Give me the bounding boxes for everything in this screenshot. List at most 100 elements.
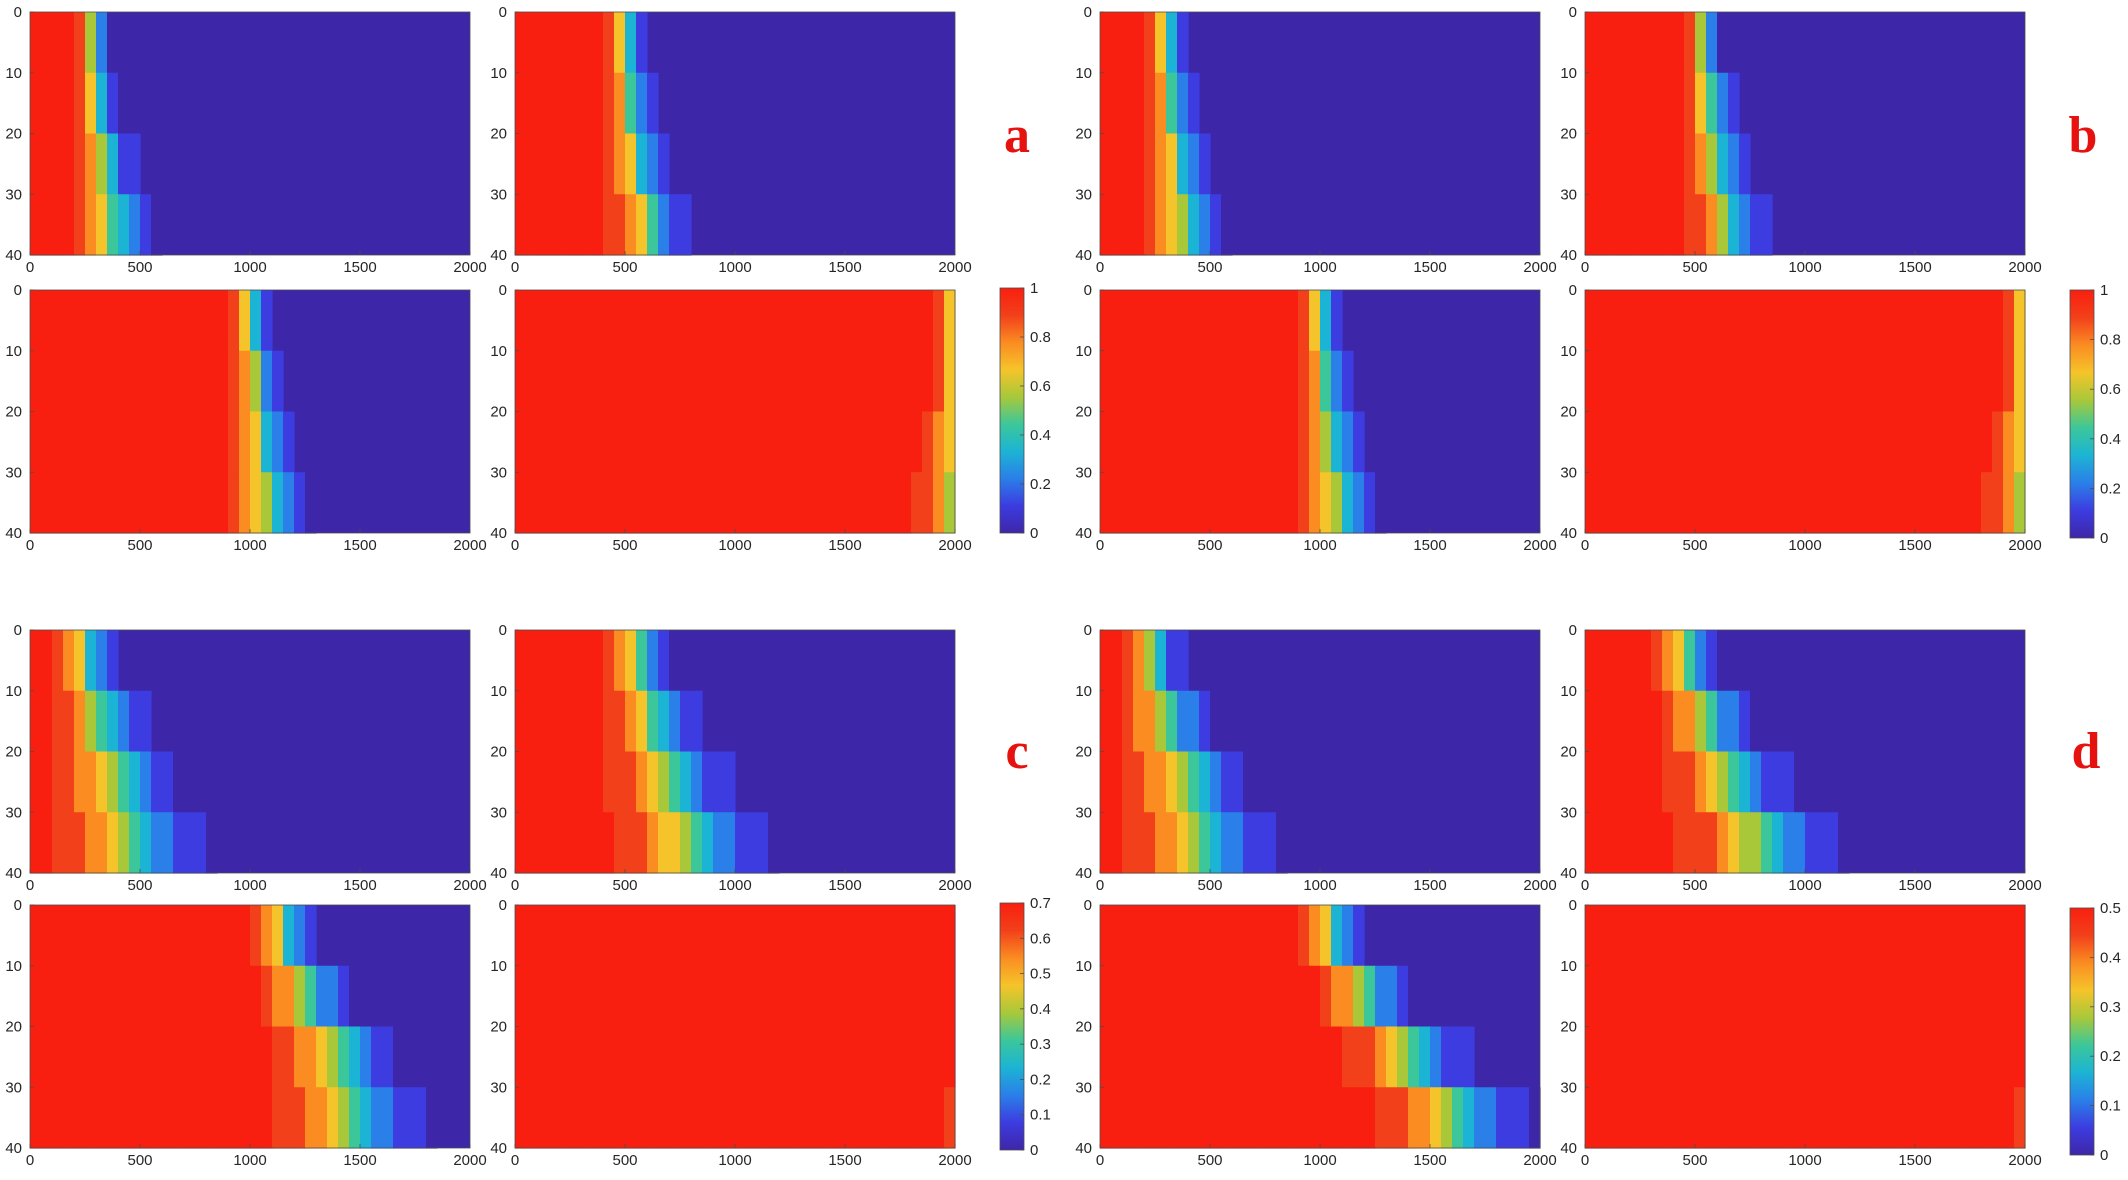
y-tick-label: 0 [499, 4, 507, 21]
heatmap-cell [1805, 905, 1817, 967]
heatmap-cell [592, 472, 604, 534]
heatmap-cell [426, 1087, 438, 1149]
heatmap-cell [933, 1087, 945, 1149]
heatmap-cell [702, 1087, 714, 1149]
heatmap-cell [515, 751, 527, 813]
heatmap-cell [581, 12, 593, 74]
heatmap-cell [1706, 133, 1718, 195]
heatmap-cell [1100, 133, 1112, 195]
heatmap-cell [41, 812, 53, 874]
heatmap-cell [129, 290, 141, 352]
heatmap-cell [581, 133, 593, 195]
heatmap-cell [724, 905, 736, 967]
heatmap-cell [250, 411, 262, 473]
x-tick-label: 500 [127, 1152, 152, 1169]
heatmap-cell [636, 812, 648, 874]
heatmap-cell [1981, 472, 1993, 534]
heatmap-cell [823, 290, 835, 352]
heatmap-cell [1342, 1026, 1354, 1088]
heatmap-cell [1673, 411, 1685, 473]
heatmap-cell [1992, 350, 2004, 413]
x-tick-label: 2000 [2008, 1152, 2041, 1169]
heatmap-cell [735, 965, 747, 1028]
heatmap-cell [1596, 690, 1608, 753]
heatmap-cell [669, 630, 681, 692]
heatmap-cell [1926, 290, 1938, 352]
heatmap-cell [1596, 812, 1608, 874]
heatmap-cell [140, 690, 152, 753]
heatmap-cell [636, 1026, 648, 1088]
heatmap-cell [195, 290, 207, 352]
heatmap-cell [1662, 630, 1674, 692]
heatmap-cell [1144, 1087, 1156, 1149]
heatmap-cell [1926, 1026, 1938, 1088]
heatmap-cell [680, 751, 692, 813]
heatmap-cell [1353, 1087, 1365, 1149]
heatmap-cell [603, 290, 615, 352]
heatmap-cell [118, 1026, 130, 1088]
heatmap-cell [834, 1087, 846, 1149]
heatmap-cell [107, 812, 119, 874]
heatmap-cell [581, 812, 593, 874]
heatmap-cell [515, 690, 527, 753]
heatmap-cell [1122, 812, 1134, 874]
heatmap-cell [118, 751, 130, 813]
heatmap-cell [1717, 630, 1729, 692]
heatmap-cell [614, 194, 626, 256]
heatmap-cell [1144, 1026, 1156, 1088]
heatmap-cell [52, 133, 64, 195]
heatmap-cell [30, 72, 42, 135]
heatmap-cell [1210, 690, 1222, 753]
heatmap-cell [702, 812, 714, 874]
heatmap-cell [889, 290, 901, 352]
heatmap-cell [118, 812, 130, 874]
heatmap-cell [1386, 965, 1398, 1028]
heatmap-cell [1607, 194, 1619, 256]
heatmap-cell [74, 965, 86, 1028]
y-tick-label: 10 [5, 683, 22, 700]
x-tick-label: 1000 [233, 259, 266, 276]
y-tick-label: 30 [5, 804, 22, 821]
heatmap-cell [636, 965, 648, 1028]
heatmap-cell [658, 194, 670, 256]
heatmap-cell [1232, 1026, 1244, 1088]
heatmap-cell [74, 751, 86, 813]
heatmap-cell [1717, 965, 1729, 1028]
heatmap-cell [1695, 411, 1707, 473]
heatmap-cell [515, 350, 527, 413]
heatmap-cell [1133, 1026, 1145, 1088]
heatmap-cell [1761, 905, 1773, 967]
heatmap-cell [1177, 290, 1189, 352]
heatmap-cell [636, 472, 648, 534]
heatmap-cell [559, 905, 571, 967]
heatmap-cell [548, 812, 560, 874]
heatmap-cell [1629, 12, 1641, 74]
y-tick-label: 40 [1560, 247, 1577, 264]
heatmap-cell [801, 350, 813, 413]
heatmap-cell [669, 905, 681, 967]
heatmap-cell [1320, 411, 1332, 473]
heatmap-cell [537, 690, 549, 753]
heatmap-cell [1618, 12, 1630, 74]
y-tick-label: 0 [14, 4, 22, 21]
heatmap-cell [162, 751, 174, 813]
heatmap-cell [1254, 411, 1266, 473]
heatmap-cell [1750, 1087, 1762, 1149]
heatmap-cell [129, 472, 141, 534]
heatmap-cell [1640, 133, 1652, 195]
heatmap-cell [1717, 290, 1729, 352]
heatmap-cell [2014, 965, 2026, 1028]
heatmap-cell [1221, 965, 1233, 1028]
y-tick-label: 30 [1075, 804, 1092, 821]
heatmap-cell [625, 411, 637, 473]
heatmap-cell [1651, 194, 1663, 256]
heatmap-cell [206, 1087, 218, 1149]
heatmap-cell [338, 965, 350, 1028]
heatmap-cell [261, 350, 273, 413]
heatmap-cell [581, 411, 593, 473]
y-tick-label: 40 [490, 247, 507, 264]
heatmap-cell [614, 350, 626, 413]
heatmap-cell [1188, 72, 1200, 135]
heatmap-cell [1210, 965, 1222, 1028]
